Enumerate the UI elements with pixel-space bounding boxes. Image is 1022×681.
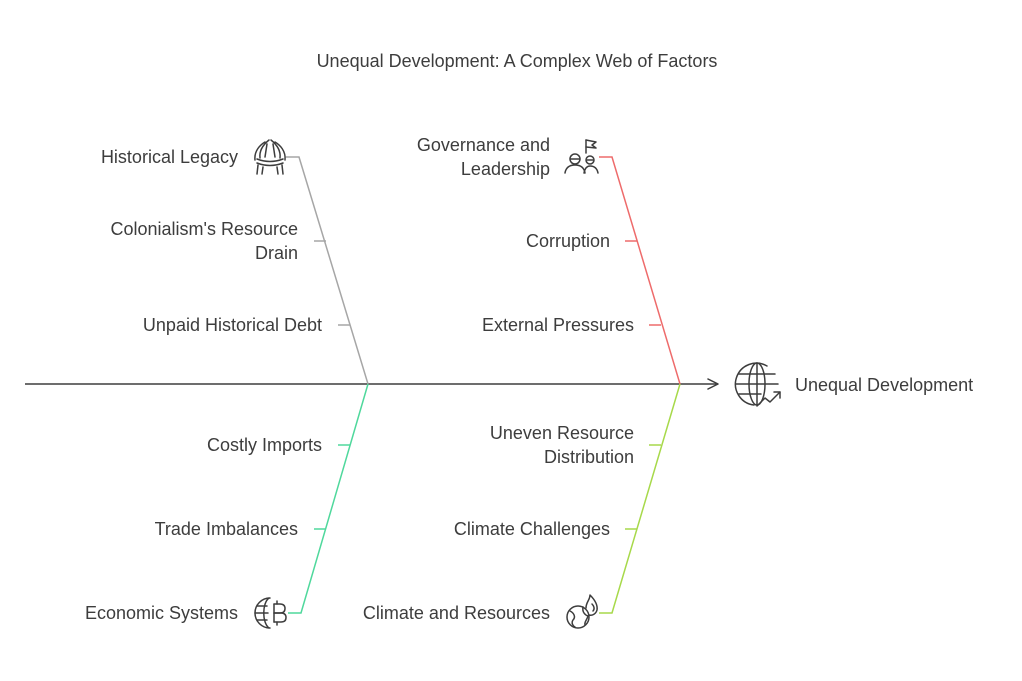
diagram-title: Unequal Development: A Complex Web of Fa… xyxy=(317,51,718,71)
globe-bitcoin-icon xyxy=(254,597,287,629)
cause-label-uneven-distribution-line2: Distribution xyxy=(544,447,634,467)
cause-label-external-pressures: External Pressures xyxy=(482,315,634,335)
cause-label-climate-challenges: Climate Challenges xyxy=(454,519,610,539)
category-label-climate: Climate and Resources xyxy=(363,603,550,623)
leaders-flag-icon xyxy=(564,139,599,174)
branch-line-climate xyxy=(599,383,681,614)
cause-label-resource-drain-line2: Drain xyxy=(255,243,298,263)
globe-growth-icon xyxy=(734,362,781,407)
globe-fire-icon xyxy=(566,594,598,629)
branch-line-historical xyxy=(286,156,369,385)
category-label-governance-line1: Governance and xyxy=(417,135,550,155)
effect-label: Unequal Development xyxy=(795,375,973,395)
cause-label-historical-debt: Unpaid Historical Debt xyxy=(143,315,322,335)
cause-label-uneven-distribution-line1: Uneven Resource xyxy=(490,423,634,443)
category-label-economic: Economic Systems xyxy=(85,603,238,623)
cause-label-resource-drain-line1: Colonialism's Resource xyxy=(110,219,298,239)
cause-label-trade-imbalances: Trade Imbalances xyxy=(155,519,298,539)
headdress-icon xyxy=(254,139,286,175)
category-label-historical: Historical Legacy xyxy=(101,147,238,167)
cause-label-costly-imports: Costly Imports xyxy=(207,435,322,455)
cause-label-corruption: Corruption xyxy=(526,231,610,251)
branch-line-governance xyxy=(599,156,681,385)
category-label-governance-line2: Leadership xyxy=(461,159,550,179)
branch-line-economic xyxy=(288,383,369,614)
